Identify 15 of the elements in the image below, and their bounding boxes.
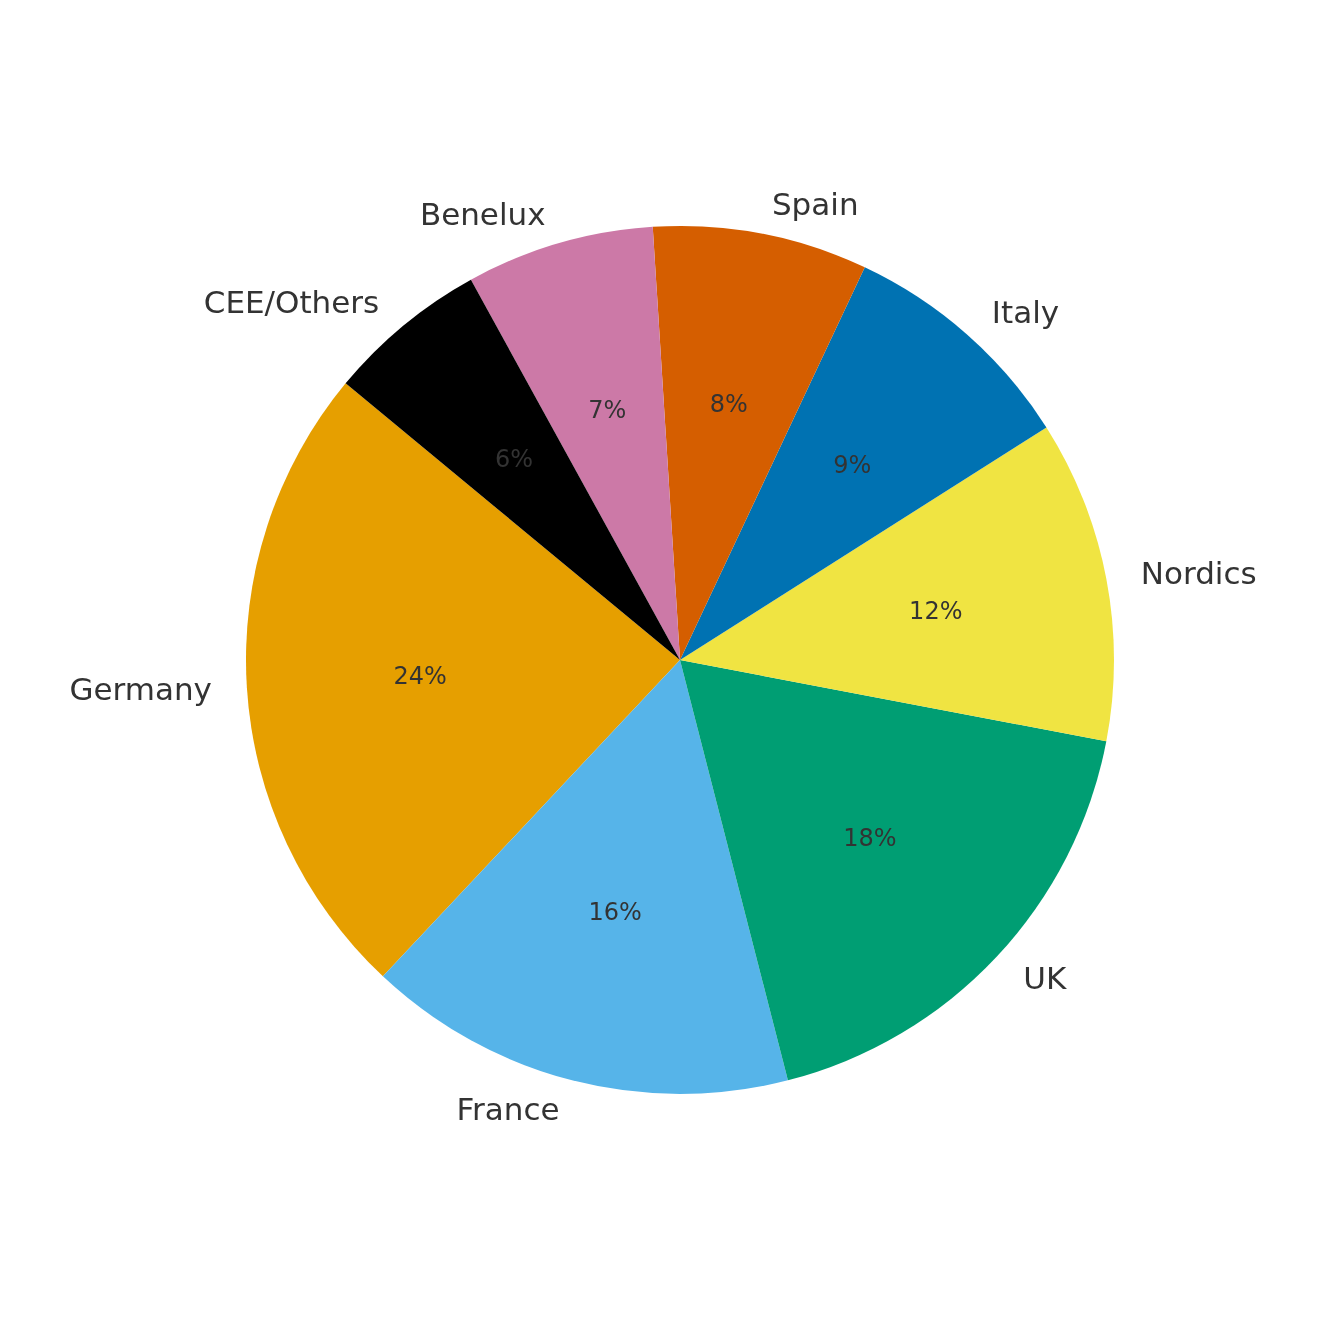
data-label: 18% (843, 824, 897, 853)
data-label: 8% (709, 390, 748, 419)
data-label: 12% (909, 597, 963, 626)
data-label: 7% (588, 395, 627, 424)
data-label: 24% (393, 662, 447, 691)
slice-label: France (456, 1091, 560, 1128)
data-label: 16% (588, 898, 642, 927)
slice-label: Nordics (1140, 555, 1257, 592)
slice-label: UK (1023, 959, 1067, 996)
data-label: 9% (833, 450, 872, 479)
slice-label: Germany (69, 671, 212, 708)
slice-label: Italy (991, 293, 1060, 330)
slice-label: CEE/Others (203, 284, 380, 321)
slice-label: Spain (771, 186, 859, 223)
slice-label: Benelux (419, 196, 546, 233)
